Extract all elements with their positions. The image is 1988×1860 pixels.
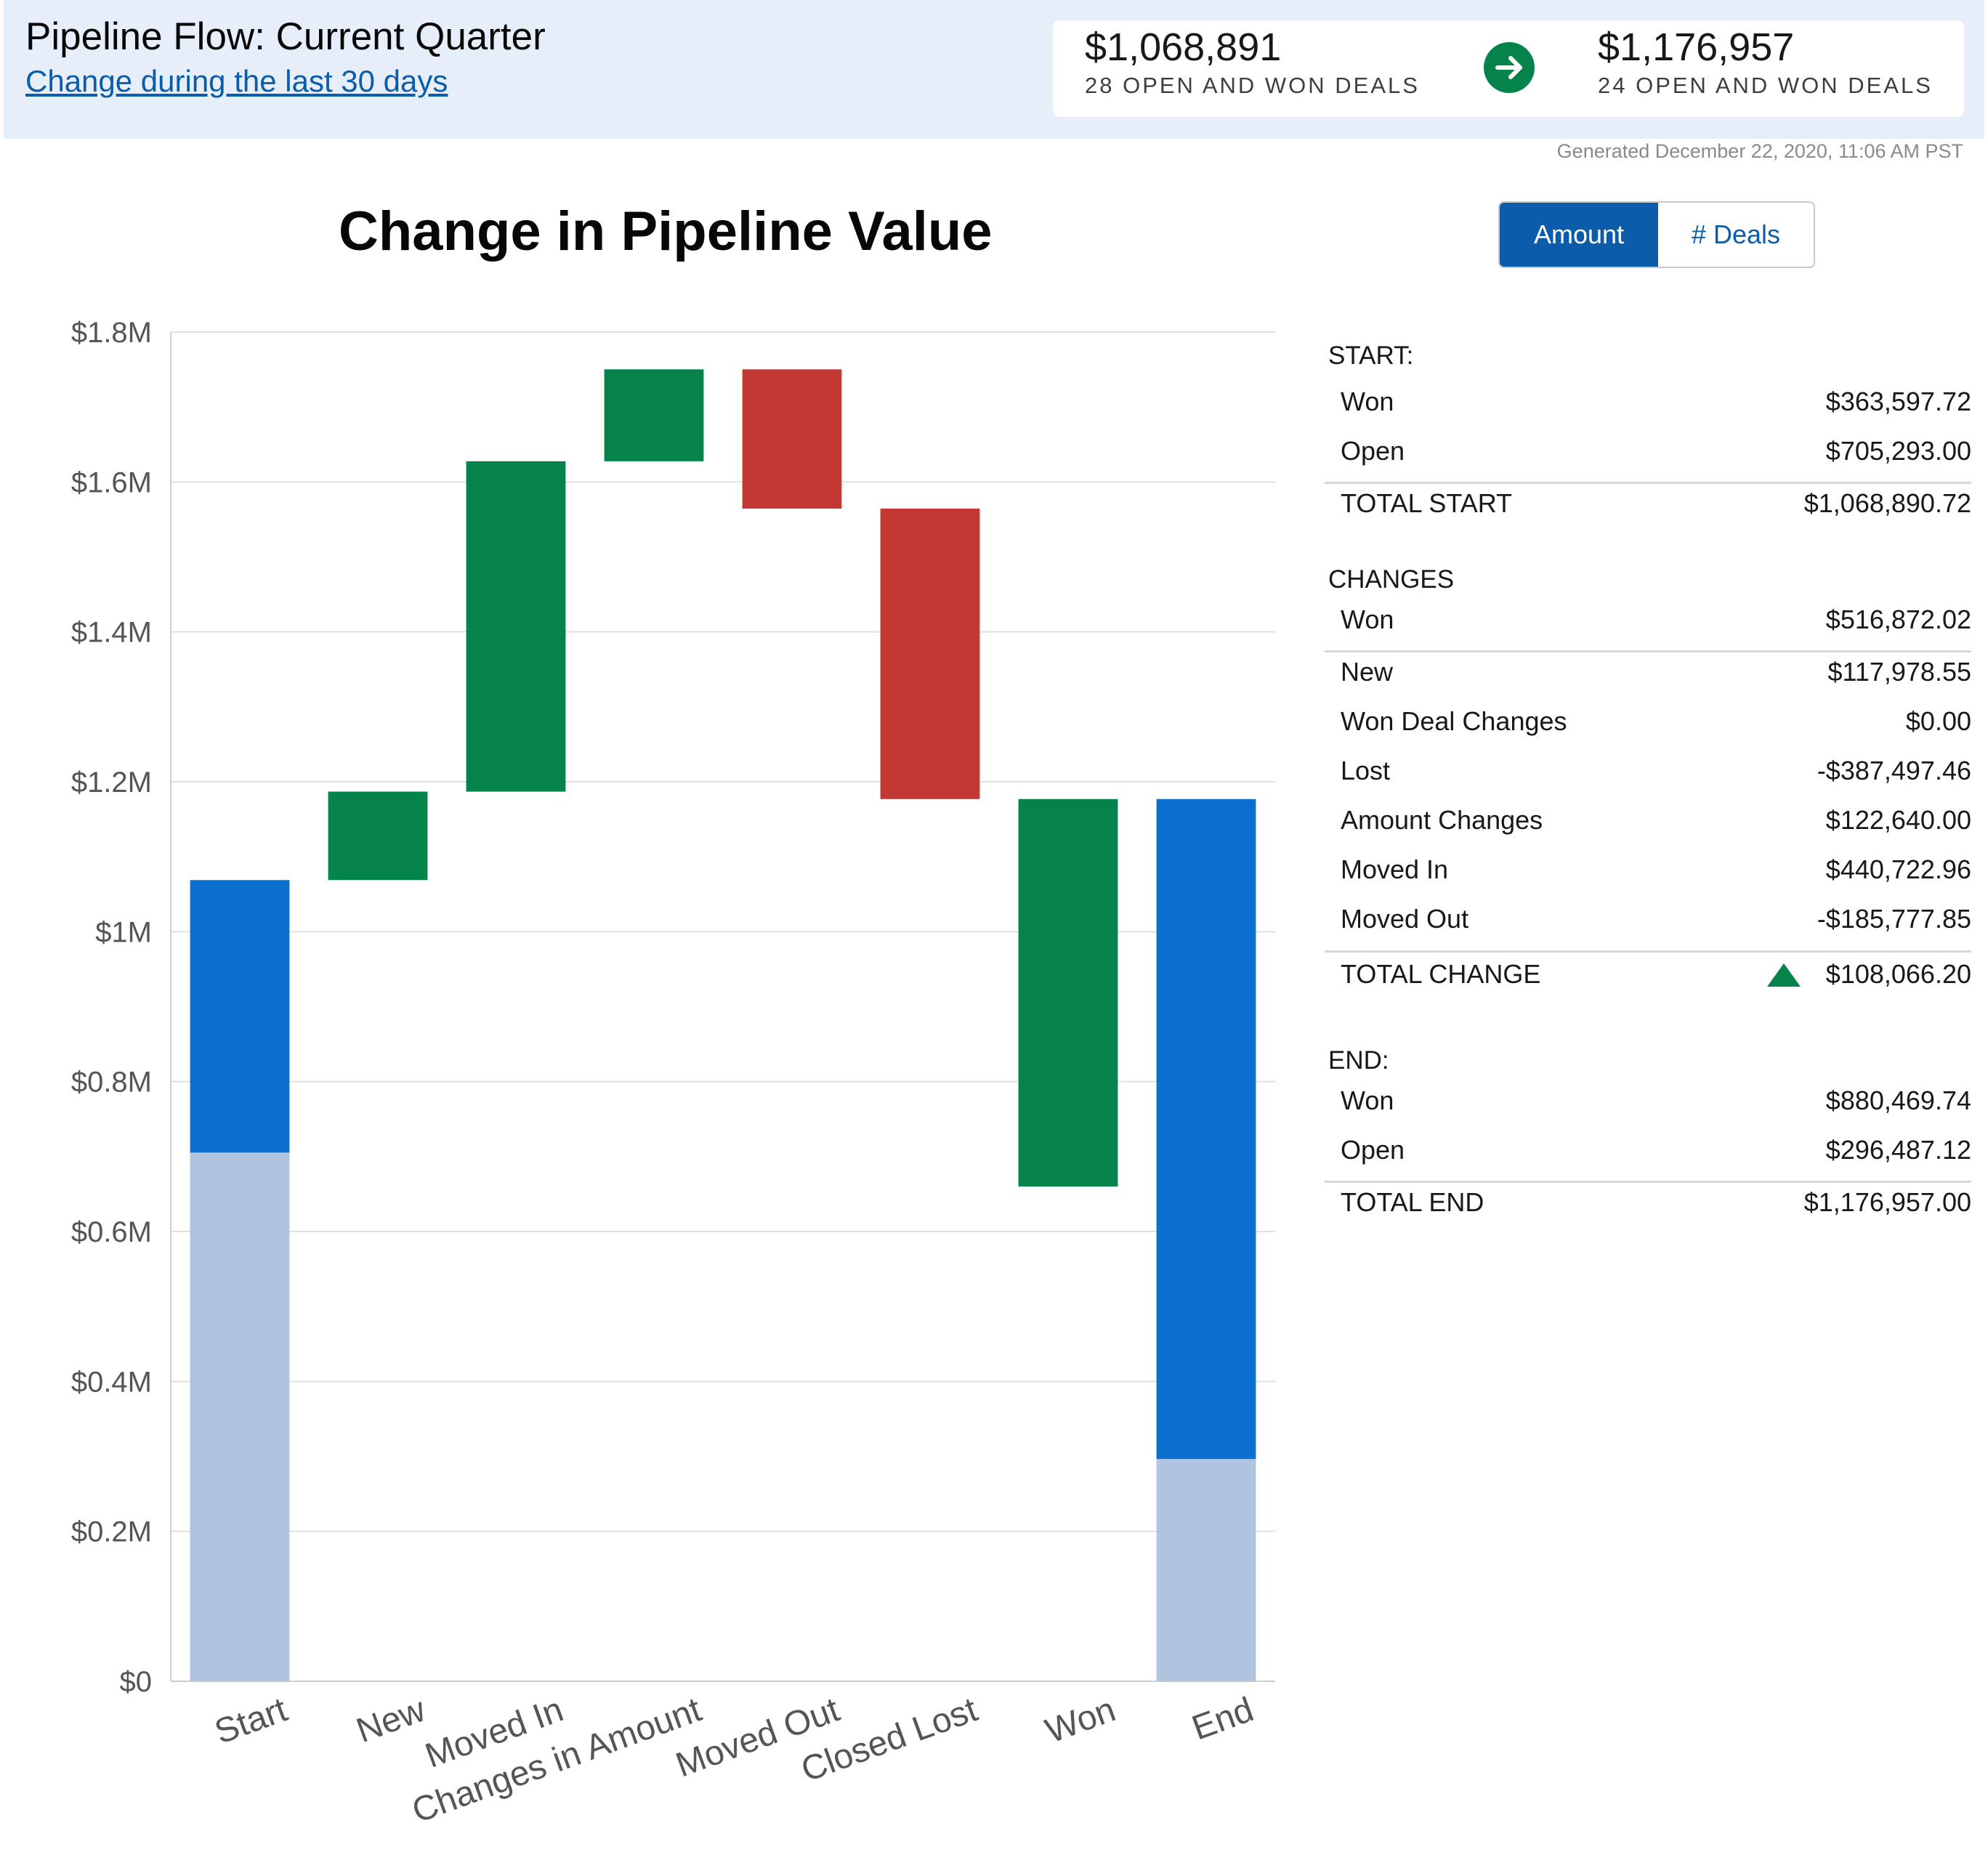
changes-won-row: Won $516,872.02 <box>1325 597 1971 641</box>
bar-end-won <box>1156 1459 1256 1681</box>
arrow-right-icon <box>1484 42 1535 93</box>
y-tick-label: $1.4M <box>71 617 152 649</box>
triangle-up-icon <box>1767 963 1801 987</box>
changes-amount-changes-row: Amount Changes $122,640.00 <box>1325 798 1971 841</box>
bar-won <box>1018 798 1118 1187</box>
waterfall-chart: $0 $0.2M $0.4M $0.6M $0.8M $1M $1.2M $1.4M $1.6M… <box>71 317 1275 1831</box>
divider <box>1325 1181 1971 1183</box>
chart-title: Change in Pipeline Value <box>339 201 993 262</box>
row-label: Open <box>1341 436 1405 466</box>
y-tick-label: $0 <box>120 1666 153 1698</box>
row-value: -$387,497.46 <box>1817 756 1971 785</box>
page-title: Pipeline Flow: Current Quarter <box>25 15 546 58</box>
amount-toggle-button[interactable]: Amount <box>1500 203 1658 267</box>
row-label: Moved In <box>1341 854 1449 884</box>
row-label: Lost <box>1341 756 1391 785</box>
deals-toggle-button[interactable]: # Deals <box>1691 219 1781 249</box>
end-section-title: END: <box>1328 1046 1389 1075</box>
row-label: Won <box>1341 1085 1394 1115</box>
x-tick-label: End <box>1187 1691 1258 1748</box>
end-pipeline-value: $1,176,957 <box>1598 25 1795 69</box>
divider <box>1325 482 1971 484</box>
row-label: TOTAL CHANGE <box>1341 959 1541 989</box>
end-open-row: Open $296,487.12 <box>1325 1128 1971 1171</box>
metric-toggle: Amount # Deals <box>1498 201 1815 268</box>
row-value: $440,722.96 <box>1825 854 1971 884</box>
changes-moved-in-row: Moved In $440,722.96 <box>1325 847 1971 891</box>
row-label: Won Deal Changes <box>1341 706 1567 736</box>
row-value: $117,978.55 <box>1827 657 1971 687</box>
y-tick-label: $1.6M <box>71 466 152 498</box>
row-label: Open <box>1341 1135 1405 1165</box>
bar-changes-in-amount <box>604 369 704 461</box>
change-period-link[interactable]: Change during the last 30 days <box>25 64 448 98</box>
changes-moved-out-row: Moved Out -$185,777.85 <box>1325 897 1971 940</box>
row-value: $516,872.02 <box>1825 604 1971 634</box>
start-won-row: Won $363,597.72 <box>1325 379 1971 423</box>
start-open-row: Open $705,293.00 <box>1325 429 1971 472</box>
divider <box>1325 650 1971 652</box>
y-tick-label: $0.2M <box>71 1516 152 1548</box>
row-label: Won <box>1341 387 1394 416</box>
row-value: $1,176,957.00 <box>1803 1187 1971 1217</box>
bar-moved-out <box>742 369 842 509</box>
row-value: $122,640.00 <box>1825 805 1971 835</box>
changes-new-row: New $117,978.55 <box>1325 650 1971 693</box>
y-tick-label: $1.2M <box>71 767 152 798</box>
row-value: $880,469.74 <box>1825 1085 1971 1115</box>
row-label: New <box>1341 657 1394 687</box>
start-section-title: START: <box>1328 341 1414 370</box>
total-change-row: TOTAL CHANGE $108,066.20 <box>1325 952 1971 995</box>
generated-timestamp: Generated December 22, 2020, 11:06 AM PS… <box>1556 140 1963 162</box>
changes-section-title: CHANGES <box>1328 565 1455 594</box>
row-label: TOTAL START <box>1341 488 1513 518</box>
x-tick-label: Won <box>1041 1691 1120 1751</box>
start-pipeline-value: $1,068,891 <box>1085 25 1282 69</box>
bar-start-won <box>190 1152 290 1681</box>
row-value: $1,068,890.72 <box>1803 488 1971 518</box>
row-value: $363,597.72 <box>1825 387 1971 416</box>
total-start-row: TOTAL START $1,068,890.72 <box>1325 481 1971 525</box>
row-value: -$185,777.85 <box>1817 904 1971 934</box>
x-tick-label: New <box>352 1690 431 1750</box>
row-value: $705,293.00 <box>1825 436 1971 466</box>
end-won-row: Won $880,469.74 <box>1325 1078 1971 1122</box>
row-value: $296,487.12 <box>1825 1135 1971 1165</box>
x-tick-label: Start <box>210 1691 292 1752</box>
row-label: Amount Changes <box>1341 805 1543 835</box>
y-tick-label: $0.6M <box>71 1216 152 1248</box>
row-label: Won <box>1341 604 1394 634</box>
divider <box>1325 950 1971 953</box>
bar-end-open <box>1156 798 1256 1460</box>
y-tick-label: $1M <box>95 916 152 948</box>
changes-lost-row: Lost -$387,497.46 <box>1325 748 1971 792</box>
row-label: Moved Out <box>1341 904 1469 934</box>
bar-new <box>328 791 428 881</box>
row-label: TOTAL END <box>1341 1187 1484 1217</box>
end-deals-caption: 24 OPEN AND WON DEALS <box>1598 73 1933 98</box>
changes-won-deal-changes-row: Won Deal Changes $0.00 <box>1325 699 1971 743</box>
header-bar: Pipeline Flow: Current Quarter Change du… <box>4 0 1984 139</box>
pipeline-summary-card: $1,068,891 28 OPEN AND WON DEALS $1,176,… <box>1053 20 1964 117</box>
start-deals-caption: 28 OPEN AND WON DEALS <box>1085 73 1420 98</box>
y-tick-label: $1.8M <box>71 317 152 349</box>
bar-start-open <box>190 880 290 1153</box>
row-value: $0.00 <box>1905 706 1971 736</box>
y-tick-label: $0.4M <box>71 1366 152 1398</box>
total-end-row: TOTAL END $1,176,957.00 <box>1325 1180 1971 1224</box>
row-value: $108,066.20 <box>1825 959 1971 989</box>
bar-moved-in <box>466 461 566 792</box>
bar-closed-lost <box>880 509 980 799</box>
y-tick-label: $0.8M <box>71 1067 152 1099</box>
